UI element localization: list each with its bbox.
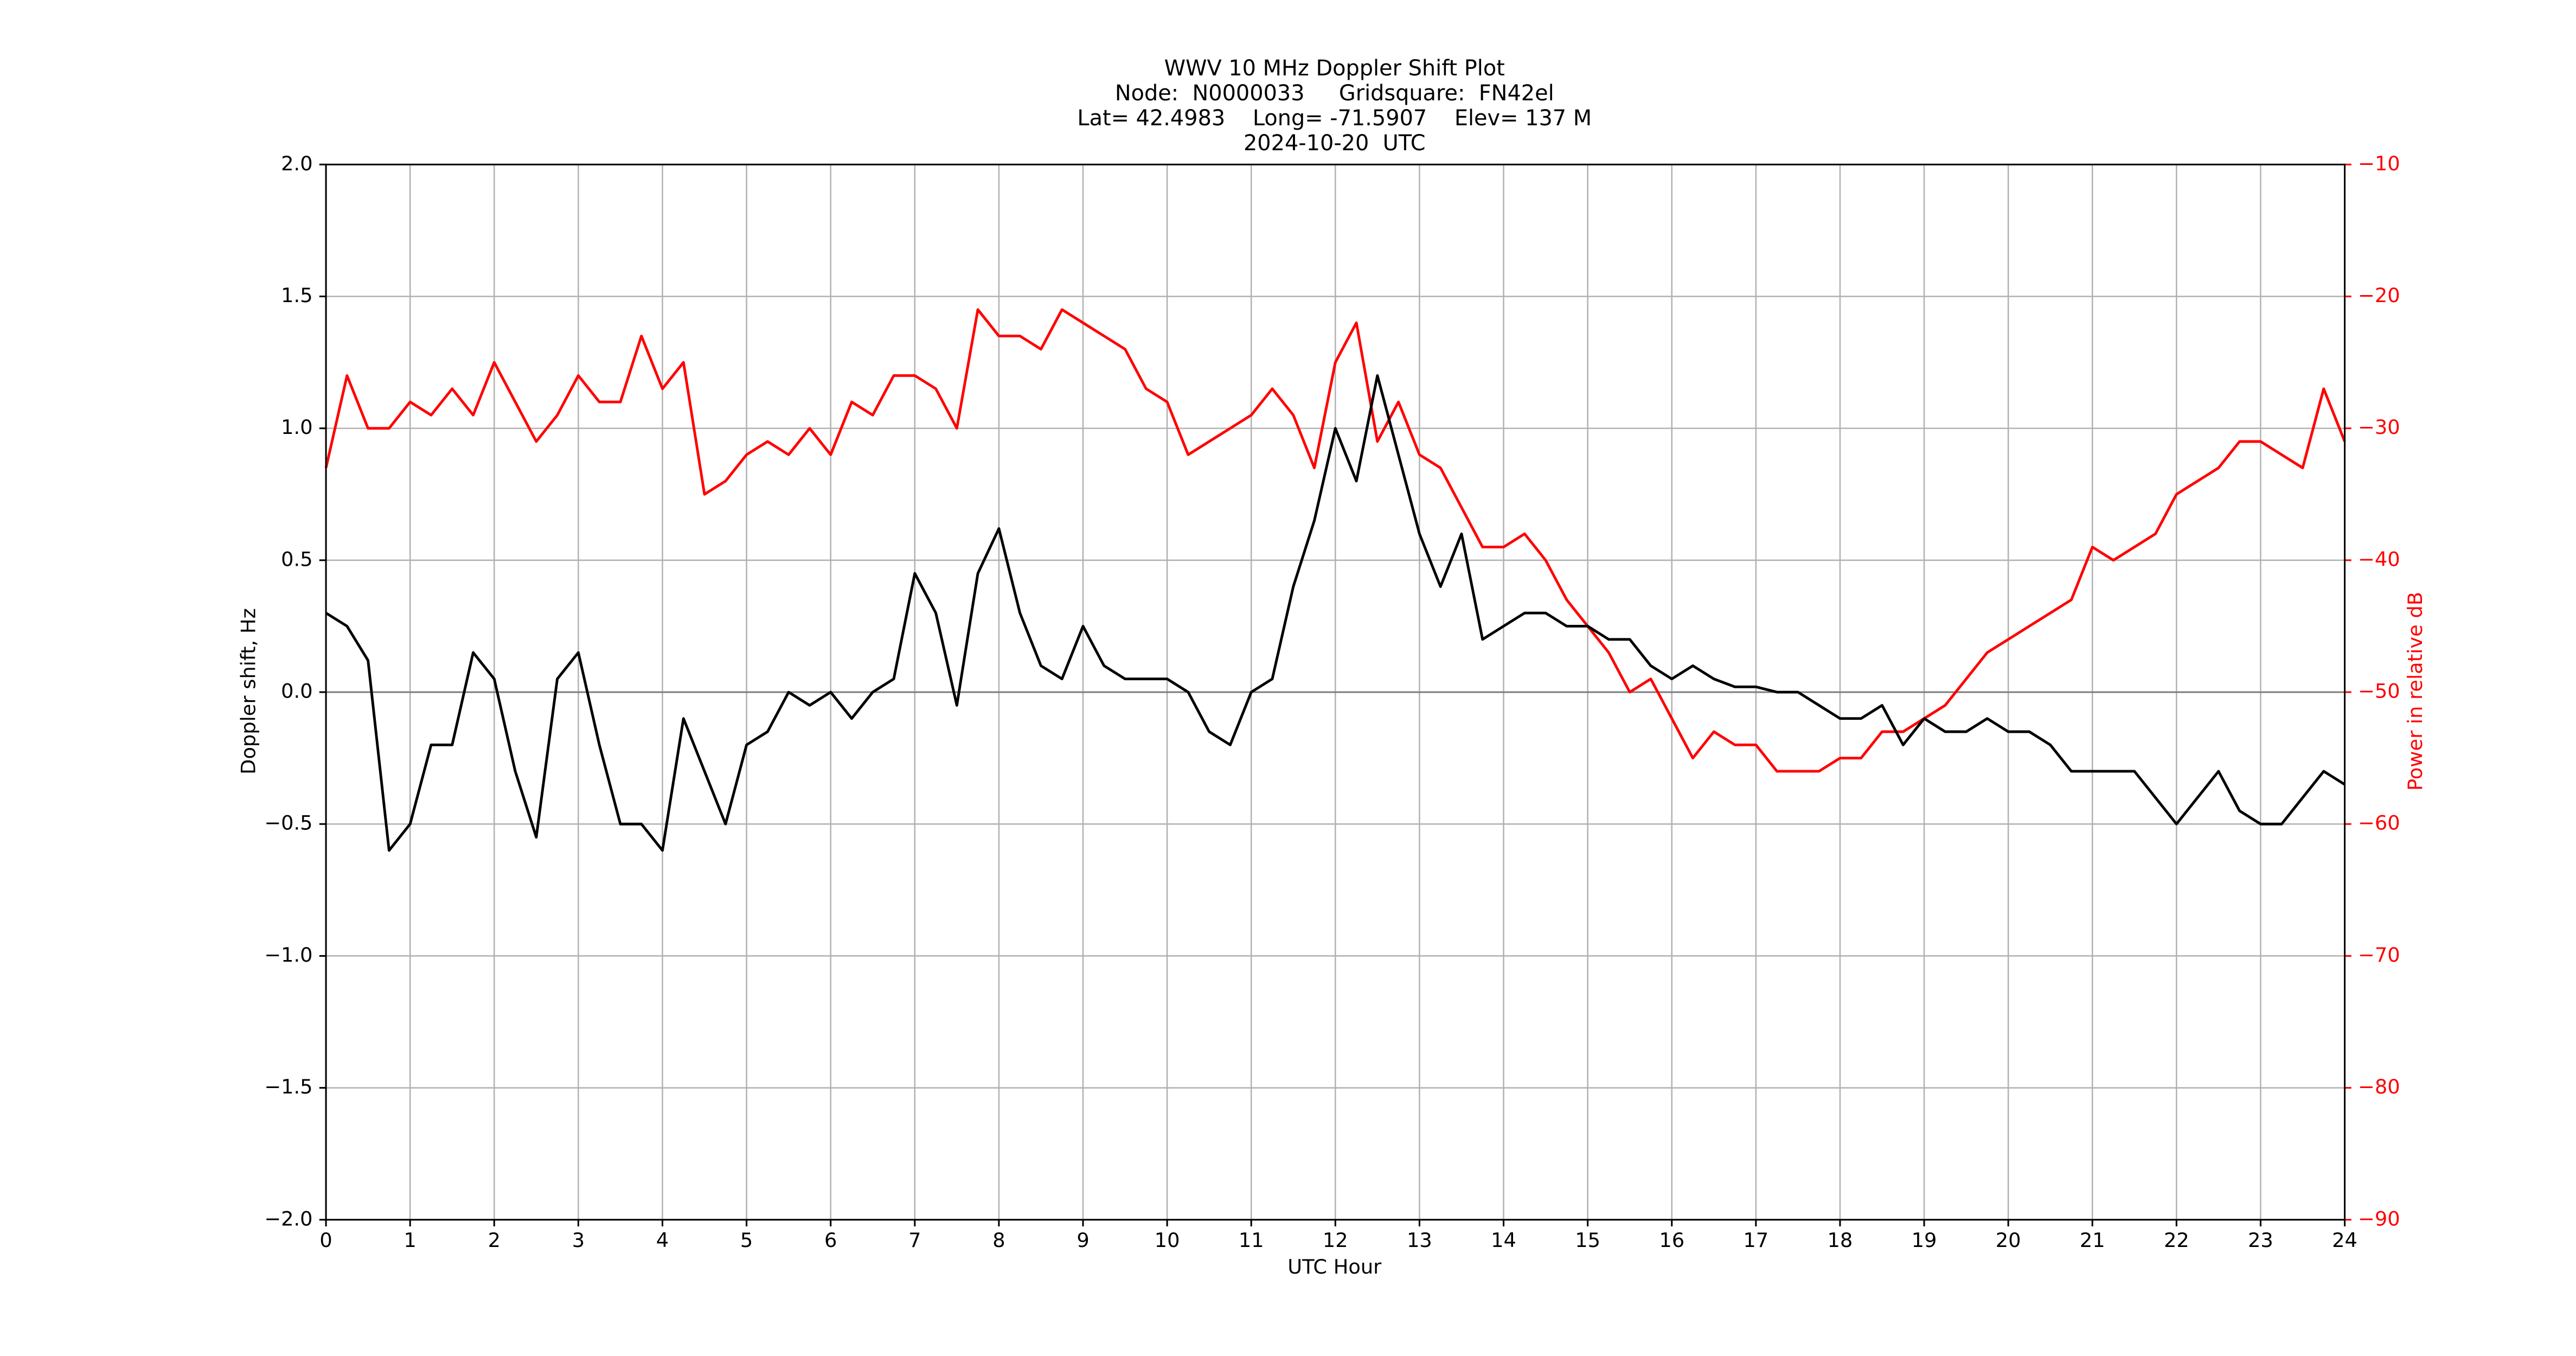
x-tick-label: 21 bbox=[2080, 1229, 2105, 1252]
y-axis-label: Doppler shift, Hz bbox=[237, 608, 260, 775]
y2-tick-label: −90 bbox=[2358, 1207, 2400, 1230]
x-tick-label: 16 bbox=[1659, 1229, 1684, 1252]
y2-tick-label: −10 bbox=[2358, 152, 2400, 175]
y-tick-label: −1.5 bbox=[264, 1075, 312, 1098]
y-tick-label: 2.0 bbox=[281, 152, 312, 175]
x-tick-label: 23 bbox=[2248, 1229, 2273, 1252]
chart-title-line: Lat= 42.4983 Long= -71.5907 Elev= 137 M bbox=[1077, 106, 1592, 131]
x-tick-label: 18 bbox=[1828, 1229, 1853, 1252]
x-axis-label: UTC Hour bbox=[1287, 1255, 1382, 1278]
x-tick-label: 20 bbox=[1996, 1229, 2021, 1252]
x-tick-label: 8 bbox=[992, 1229, 1005, 1252]
y-tick-label: 1.0 bbox=[281, 415, 312, 439]
x-tick-label: 24 bbox=[2332, 1229, 2357, 1252]
y-tick-label: −1.0 bbox=[264, 943, 312, 967]
y-tick-label: 1.5 bbox=[281, 284, 312, 307]
x-tick-label: 13 bbox=[1407, 1229, 1432, 1252]
x-tick-label: 10 bbox=[1155, 1229, 1180, 1252]
y2-axis-label: Power in relative dB bbox=[2404, 592, 2427, 791]
x-tick-label: 19 bbox=[1912, 1229, 1937, 1252]
y-tick-label: −2.0 bbox=[264, 1207, 312, 1230]
chart-title-line: Node: N0000033 Gridsquare: FN42el bbox=[1115, 81, 1554, 106]
y-tick-label: 0.0 bbox=[281, 680, 312, 703]
x-tick-label: 9 bbox=[1076, 1229, 1089, 1252]
x-tick-label: 3 bbox=[572, 1229, 585, 1252]
y-tick-label: −0.5 bbox=[264, 811, 312, 835]
chart-title-line: WWV 10 MHz Doppler Shift Plot bbox=[1164, 56, 1505, 81]
plot-frame bbox=[325, 163, 2346, 1221]
x-tick-label: 4 bbox=[656, 1229, 669, 1252]
y2-tick-label: −80 bbox=[2358, 1075, 2400, 1098]
y2-tick-label: −20 bbox=[2358, 284, 2400, 307]
x-tick-label: 1 bbox=[404, 1229, 416, 1252]
x-tick-label: 7 bbox=[908, 1229, 921, 1252]
y-tick-label: 0.5 bbox=[281, 547, 312, 571]
y2-tick-label: −30 bbox=[2358, 415, 2400, 439]
x-tick-label: 22 bbox=[2164, 1229, 2189, 1252]
y2-tick-label: −50 bbox=[2358, 680, 2400, 703]
y2-tick-label: −70 bbox=[2358, 943, 2400, 967]
x-tick-label: 6 bbox=[824, 1229, 837, 1252]
x-tick-label: 5 bbox=[740, 1229, 753, 1252]
data-line bbox=[325, 374, 2346, 852]
x-tick-label: 12 bbox=[1323, 1229, 1348, 1252]
y2-tick-label: −40 bbox=[2358, 547, 2400, 571]
x-tick-label: 17 bbox=[1743, 1229, 1768, 1252]
data-line bbox=[324, 308, 2346, 773]
chart-title-line: 2024-10-20 UTC bbox=[1244, 131, 1426, 156]
x-tick-label: 0 bbox=[319, 1229, 332, 1252]
x-tick-label: 15 bbox=[1575, 1229, 1600, 1252]
y2-tick-label: −60 bbox=[2358, 811, 2400, 835]
x-tick-label: 14 bbox=[1491, 1229, 1516, 1252]
x-tick-label: 11 bbox=[1239, 1229, 1264, 1252]
x-tick-label: 2 bbox=[488, 1229, 501, 1252]
